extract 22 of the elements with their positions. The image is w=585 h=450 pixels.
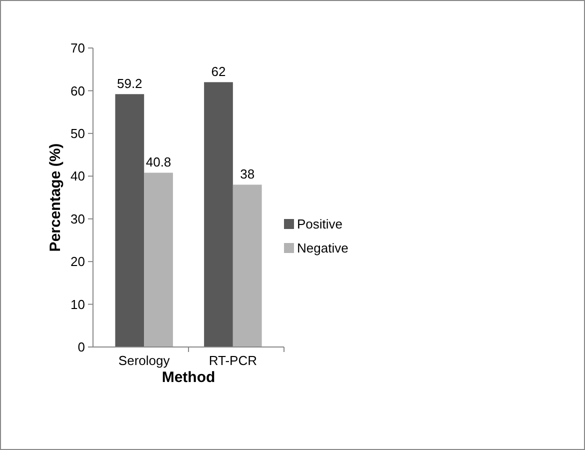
y-tick-label: 70 <box>70 40 85 56</box>
bar <box>144 172 173 347</box>
y-tick-label: 20 <box>70 254 85 270</box>
data-label: 40.8 <box>146 154 172 170</box>
x-axis-title: Method <box>162 369 216 386</box>
y-tick-label: 30 <box>70 211 85 226</box>
legend-label: Positive <box>297 216 343 232</box>
x-tick-label: RT-PCR <box>208 353 257 368</box>
y-tick-label: 60 <box>70 83 85 98</box>
data-label: 62 <box>211 64 226 80</box>
y-tick-label: 10 <box>70 296 85 312</box>
x-tick-label: Serology <box>118 353 170 368</box>
data-label: 38 <box>240 166 255 182</box>
legend-label: Negative <box>297 240 348 256</box>
y-tick-label: 50 <box>70 126 85 141</box>
y-tick-label: 40 <box>70 168 85 184</box>
bar <box>204 82 233 347</box>
y-axis-title: Percentage (%) <box>47 143 64 252</box>
bar <box>232 184 262 347</box>
y-tick-label: 0 <box>78 340 85 355</box>
bar <box>115 94 144 347</box>
data-label: 59.2 <box>116 76 142 92</box>
